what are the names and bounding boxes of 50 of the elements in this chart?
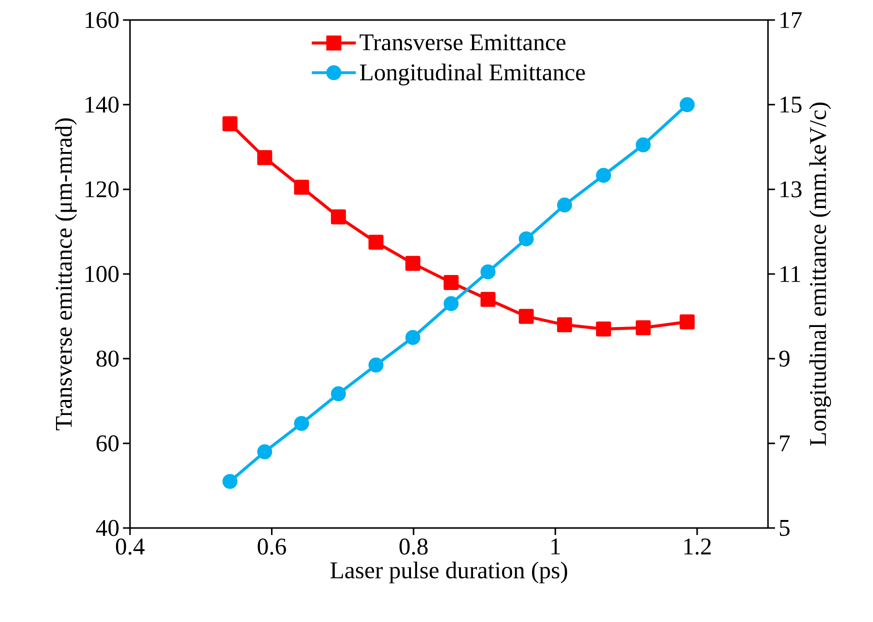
y-tick-label: 40 [96, 520, 119, 536]
point [518, 308, 534, 324]
y-axis-title: Transverse emittance (μm-mrad) [55, 118, 77, 430]
y-tick-label: 160 [86, 12, 119, 28]
point [480, 264, 496, 280]
x-tick-label: 1.2 [684, 538, 711, 555]
y-tick-label: 100 [86, 266, 119, 282]
point [636, 137, 651, 152]
legend-label: Longitudinal Emittance [360, 64, 585, 86]
point [368, 234, 384, 250]
point [480, 292, 496, 307]
point [680, 97, 695, 112]
y2-tick-label: 5 [780, 520, 790, 536]
legend-label: Transverse Emittance [360, 34, 566, 50]
point [405, 330, 420, 345]
point [557, 317, 572, 332]
x-tick-label: 0.8 [400, 538, 428, 555]
point [330, 386, 346, 402]
point [596, 168, 612, 183]
point [444, 296, 459, 312]
point [557, 197, 572, 212]
point [518, 231, 534, 246]
point [257, 150, 272, 166]
x-tick-label: 0.4 [116, 538, 145, 555]
y2-tick-label: 7 [780, 436, 790, 452]
x-tick-label: 0.6 [258, 538, 286, 555]
point [294, 416, 310, 431]
y2-tick-label: 17 [780, 12, 802, 28]
y-tick-label: 140 [86, 96, 119, 113]
point [222, 116, 238, 132]
point [368, 358, 384, 373]
x-tick-label: 1 [551, 538, 560, 554]
point [294, 180, 310, 195]
point [257, 444, 272, 460]
point [680, 314, 695, 330]
y-tick-label: 80 [96, 350, 119, 367]
point [596, 322, 612, 337]
y2-tick-label: 11 [780, 266, 800, 282]
y2-tick-label: 15 [780, 96, 802, 113]
x-axis-title: Laser pulse duration (ps) [330, 562, 568, 584]
point [405, 256, 420, 271]
point [222, 474, 238, 489]
point [330, 209, 346, 224]
y2-axis-title: Longitudinal emittance (mm.keV/c) [809, 102, 832, 446]
y-tick-label: 60 [96, 435, 119, 452]
point [636, 320, 651, 336]
y-tick-label: 120 [86, 181, 119, 198]
y2-tick-label: 13 [780, 181, 802, 198]
point [444, 274, 459, 290]
y2-tick-label: 9 [779, 350, 790, 367]
